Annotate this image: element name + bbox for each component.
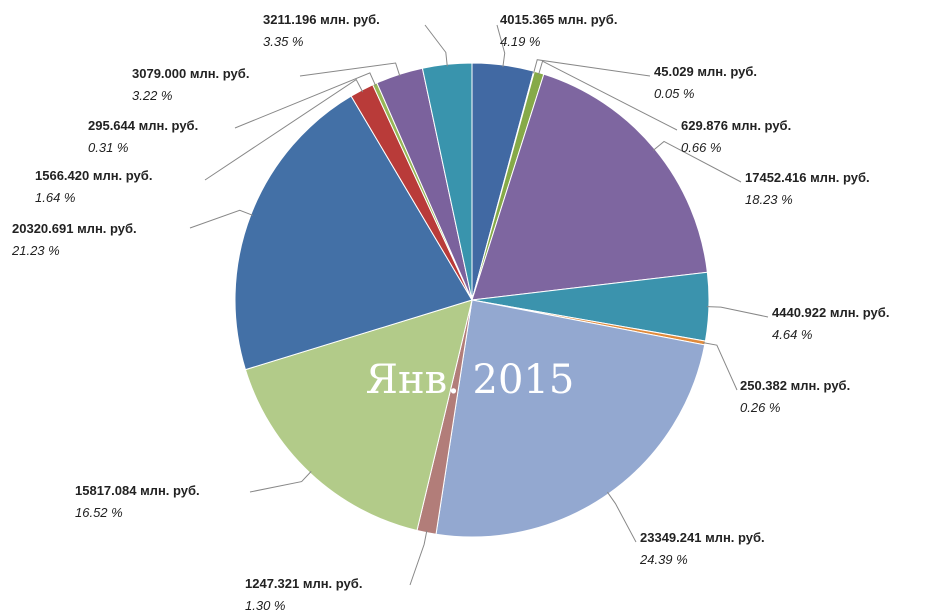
percent-label: 0.05 % [654, 86, 694, 101]
leader-line [424, 24, 448, 67]
percent-label: 16.52 % [75, 505, 123, 520]
value-label: 3079.000 млн. руб. [132, 66, 249, 81]
leader-line [204, 78, 364, 181]
value-label: 4015.365 млн. руб. [500, 12, 617, 27]
leader-line [538, 60, 678, 131]
percent-label: 1.30 % [245, 598, 285, 613]
value-label: 295.644 млн. руб. [88, 118, 198, 133]
value-label: 45.029 млн. руб. [654, 64, 757, 79]
value-label: 3211.196 млн. руб. [263, 12, 380, 27]
leader-line [652, 140, 742, 183]
percent-label: 18.23 % [745, 192, 793, 207]
leader-line [703, 342, 738, 391]
leader-line [606, 491, 637, 543]
chart-title: Янв. 2015 [366, 357, 575, 403]
percent-label: 1.64 % [35, 190, 75, 205]
percent-label: 0.31 % [88, 140, 128, 155]
percent-label: 3.22 % [132, 88, 172, 103]
value-label: 15817.084 млн. руб. [75, 483, 200, 498]
leader-line [249, 471, 312, 493]
value-label: 1566.420 млн. руб. [35, 168, 152, 183]
leader-line [299, 62, 401, 77]
leader-line [409, 530, 428, 586]
leader-line [496, 24, 506, 68]
percent-label: 0.66 % [681, 140, 721, 155]
value-label: 4440.922 млн. руб. [772, 305, 889, 320]
value-label: 1247.321 млн. руб. [245, 576, 362, 591]
leader-line [533, 59, 651, 77]
leader-line [234, 72, 377, 129]
value-label: 23349.241 млн. руб. [640, 530, 765, 545]
value-label: 629.876 млн. руб. [681, 118, 791, 133]
value-label: 20320.691 млн. руб. [12, 221, 137, 236]
percent-label: 0.26 % [740, 400, 780, 415]
percent-label: 24.39 % [639, 552, 688, 567]
percent-label: 3.35 % [263, 34, 303, 49]
value-label: 17452.416 млн. руб. [745, 170, 870, 185]
value-label: 250.382 млн. руб. [740, 378, 850, 393]
percent-label: 21.23 % [11, 243, 60, 258]
percent-label: 4.19 % [500, 34, 540, 49]
leader-line [706, 306, 769, 318]
percent-label: 4.64 % [772, 327, 812, 342]
leader-line [189, 209, 253, 229]
